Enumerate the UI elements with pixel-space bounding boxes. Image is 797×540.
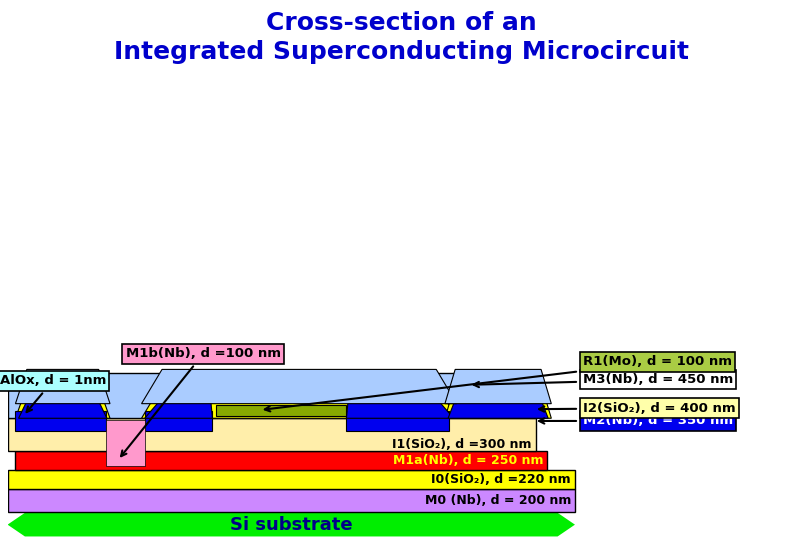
Polygon shape [15,450,548,470]
Polygon shape [445,392,552,418]
Text: M1b(Nb), d =100 nm: M1b(Nb), d =100 nm [121,347,281,456]
Polygon shape [145,411,213,431]
Text: R1(Mo), d = 100 nm: R1(Mo), d = 100 nm [265,355,732,411]
Polygon shape [7,489,575,512]
Text: I0(SiO₂), d =220 nm: I0(SiO₂), d =220 nm [431,473,571,486]
Polygon shape [145,402,213,418]
Polygon shape [15,369,110,404]
Polygon shape [7,418,536,450]
Polygon shape [448,402,548,418]
Polygon shape [7,373,536,418]
Polygon shape [142,392,457,418]
Text: Cross-section of an: Cross-section of an [266,11,537,35]
Text: I2(SiO₂), d = 400 nm: I2(SiO₂), d = 400 nm [539,402,736,415]
Polygon shape [106,420,145,466]
Polygon shape [217,404,347,416]
Polygon shape [15,392,110,418]
Polygon shape [18,402,107,418]
Text: M0 (Nb), d = 200 nm: M0 (Nb), d = 200 nm [425,494,571,507]
Text: Si substrate: Si substrate [230,516,352,534]
Polygon shape [15,411,106,431]
Polygon shape [7,513,575,536]
Text: I1(SiO₂), d =300 nm: I1(SiO₂), d =300 nm [392,437,532,450]
Polygon shape [142,369,457,404]
Polygon shape [347,411,449,431]
Polygon shape [445,369,552,404]
Polygon shape [347,402,453,418]
Text: M3(Nb), d = 450 nm: M3(Nb), d = 450 nm [473,373,733,387]
Text: M1a(Nb), d = 250 nm: M1a(Nb), d = 250 nm [393,454,544,467]
Text: AlOx, d = 1nm: AlOx, d = 1nm [0,374,106,412]
Text: Integrated Superconducting Microcircuit: Integrated Superconducting Microcircuit [114,40,689,64]
Polygon shape [7,470,575,489]
Text: M2(Nb), d = 350 nm: M2(Nb), d = 350 nm [539,415,733,428]
